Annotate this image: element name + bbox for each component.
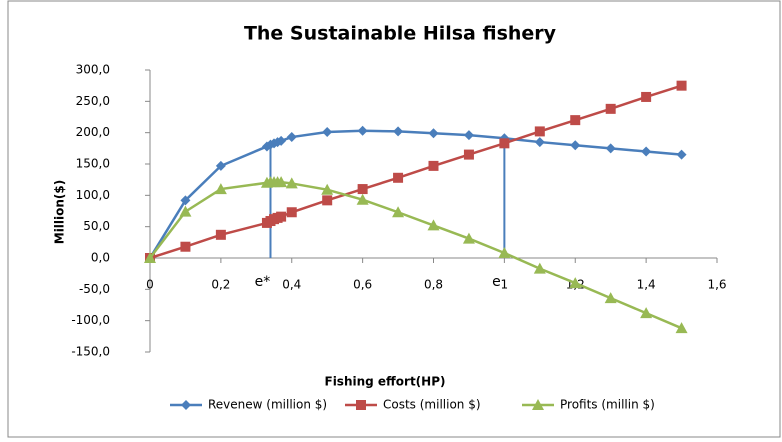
marker xyxy=(144,252,156,263)
y-tick-label: 0,0 xyxy=(91,251,110,265)
marker xyxy=(393,172,404,183)
marker xyxy=(462,232,475,244)
marker xyxy=(570,115,581,126)
marker xyxy=(675,322,688,334)
x-tick-label: 0,2 xyxy=(211,278,230,292)
marker xyxy=(641,91,652,102)
marker xyxy=(214,183,227,195)
chart-border xyxy=(7,0,781,438)
marker xyxy=(641,146,652,157)
marker xyxy=(392,206,405,218)
marker xyxy=(215,160,226,171)
x-tick-label: 0,6 xyxy=(353,278,372,292)
y-tick-label: -50,0 xyxy=(79,282,110,296)
marker xyxy=(569,277,582,289)
marker xyxy=(322,195,333,206)
marker xyxy=(676,149,687,160)
marker xyxy=(180,195,191,206)
marker xyxy=(276,135,287,146)
y-tick-label: -150,0 xyxy=(71,345,110,359)
annotation-label: e xyxy=(492,274,501,290)
legend-label: Revenew (million $) xyxy=(208,398,327,412)
chart-title: The Sustainable Hilsa fishery xyxy=(244,23,557,45)
marker xyxy=(532,399,544,410)
marker xyxy=(286,207,297,218)
marker xyxy=(605,143,616,154)
marker xyxy=(357,184,368,195)
marker xyxy=(533,262,546,274)
x-tick-label: 1,4 xyxy=(637,278,656,292)
marker xyxy=(356,193,369,205)
marker xyxy=(215,229,226,240)
marker xyxy=(276,211,287,222)
marker xyxy=(676,80,687,91)
marker xyxy=(640,307,653,319)
marker xyxy=(180,241,191,252)
y-tick-label: 50,0 xyxy=(83,219,110,233)
marker xyxy=(499,138,510,149)
x-tick-label: 0,8 xyxy=(424,278,443,292)
legend-label: Costs (million $) xyxy=(383,398,481,412)
x-axis-title: Fishing effort(HP) xyxy=(325,375,446,389)
marker xyxy=(570,140,581,151)
marker xyxy=(604,292,617,304)
marker xyxy=(498,246,511,258)
y-tick-label: 200,0 xyxy=(76,125,110,139)
marker xyxy=(322,127,333,138)
x-tick-label: 0,4 xyxy=(282,278,301,292)
y-tick-label: 300,0 xyxy=(76,63,110,77)
x-tick-label: 0 xyxy=(146,278,154,292)
marker xyxy=(605,103,616,114)
marker xyxy=(428,160,439,171)
marker xyxy=(463,130,474,141)
y-tick-label: 150,0 xyxy=(76,157,110,171)
marker xyxy=(286,132,297,143)
marker xyxy=(275,176,288,188)
legend-label: Profits (millin $) xyxy=(560,398,655,412)
y-tick-label: 100,0 xyxy=(76,188,110,202)
marker xyxy=(181,400,191,410)
marker xyxy=(321,183,334,195)
marker xyxy=(428,128,439,139)
y-tick-label: -100,0 xyxy=(71,313,110,327)
y-axis-title: Million($) xyxy=(53,180,67,245)
marker xyxy=(285,177,298,189)
x-tick-label: 1,6 xyxy=(707,278,726,292)
marker xyxy=(393,126,404,137)
marker xyxy=(357,125,368,136)
x-tick-label: 1 xyxy=(501,278,509,292)
y-tick-label: 250,0 xyxy=(76,94,110,108)
annotation-label: e* xyxy=(255,274,271,290)
marker xyxy=(356,400,366,410)
marker xyxy=(534,126,545,137)
marker xyxy=(534,137,545,148)
marker xyxy=(427,219,440,231)
marker xyxy=(179,205,192,217)
marker xyxy=(463,149,474,160)
